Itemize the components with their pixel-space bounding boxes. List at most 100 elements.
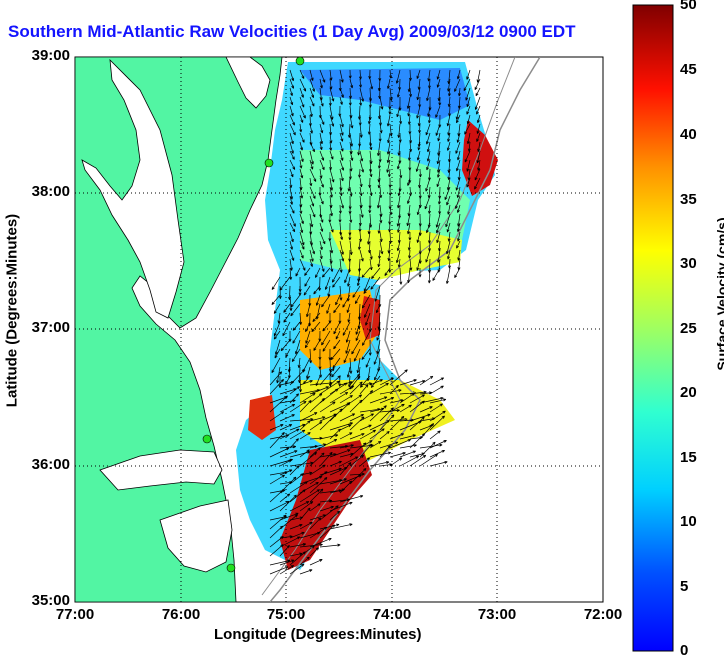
velocity-arrow (387, 132, 391, 144)
velocity-arrow (309, 87, 315, 98)
velocity-arrow (289, 87, 293, 97)
velocity-arrow (289, 551, 306, 566)
velocity-arrow (277, 312, 281, 324)
velocity-arrow (386, 114, 391, 127)
velocity-arrow (389, 403, 405, 413)
velocity-arrow (359, 204, 364, 218)
velocity-arrow (289, 294, 293, 311)
velocity-arrow (379, 377, 394, 386)
velocity-arrow (309, 421, 323, 431)
velocity-arrow (355, 321, 361, 335)
velocity-arrow (289, 96, 294, 106)
velocity-arrow (339, 385, 355, 395)
velocity-arrow (477, 141, 481, 152)
velocity-arrow (342, 294, 351, 308)
velocity-arrow (299, 114, 304, 123)
velocity-arrow (466, 114, 471, 125)
x-tick-label: 77:00 (55, 606, 95, 623)
velocity-arrow (361, 348, 371, 360)
isobath-shelf (269, 57, 541, 602)
velocity-arrow (399, 404, 412, 413)
velocity-arrow (399, 434, 416, 440)
velocity-arrow (289, 423, 306, 431)
velocity-arrow (389, 204, 393, 215)
velocity-arrow (299, 222, 304, 233)
velocity-arrow (299, 521, 313, 530)
velocity-arrow (437, 132, 441, 142)
velocity-arrow (289, 195, 293, 205)
velocity-arrow (416, 231, 421, 243)
velocity-arrow (313, 285, 321, 295)
velocity-arrow (329, 449, 351, 458)
velocity-arrow (457, 87, 461, 97)
velocity-arrow (475, 87, 481, 97)
velocity-arrow (436, 78, 441, 88)
velocity-arrow (359, 231, 363, 242)
velocity-arrow (367, 231, 371, 245)
velocity-arrow (304, 339, 311, 349)
velocity-arrow (329, 392, 349, 404)
velocity-arrow (437, 168, 441, 178)
velocity-arrow (329, 168, 335, 183)
colorbar (632, 4, 674, 652)
velocity-arrow (329, 159, 333, 171)
velocity-arrow (289, 123, 296, 136)
velocity-arrow (309, 150, 314, 165)
velocity-arrow (339, 432, 353, 440)
velocity-arrow (299, 87, 304, 98)
velocity-arrow (329, 382, 348, 395)
velocity-arrow (279, 445, 297, 449)
velocity-arrow (349, 399, 363, 413)
velocity-arrow (379, 240, 384, 255)
velocity-arrow (377, 159, 381, 169)
velocity-arrow (359, 384, 369, 395)
velocity-arrow (384, 267, 391, 276)
velocity-arrow (408, 186, 412, 197)
velocity-arrow (359, 413, 374, 422)
velocity-arrow (368, 204, 372, 214)
velocity-arrow (437, 240, 441, 252)
velocity-arrow (407, 267, 411, 284)
velocity-arrow (426, 87, 431, 102)
velocity-arrow (379, 431, 390, 440)
velocity-arrow (289, 186, 294, 200)
velocity-arrow (386, 150, 391, 164)
velocity-arrow (322, 321, 331, 332)
velocity-arrow (406, 96, 411, 109)
velocity-arrow (364, 303, 371, 318)
velocity-arrow (299, 489, 320, 503)
velocity-arrow (359, 87, 365, 102)
velocity-arrow (279, 469, 293, 476)
velocity-arrow (299, 186, 304, 199)
velocity-arrow (465, 87, 471, 101)
velocity-arrow (309, 503, 321, 512)
pamlico-sound (159, 499, 233, 573)
velocity-arrow (407, 204, 411, 217)
velocity-arrow (299, 380, 313, 386)
velocity-arrow (464, 123, 471, 135)
velocity-arrow (456, 132, 461, 143)
velocity-arrow (369, 379, 383, 386)
velocity-arrow (329, 222, 334, 233)
velocity-arrow (378, 132, 382, 142)
velocity-arrow (332, 357, 341, 369)
velocity-arrow (396, 105, 401, 118)
velocity-arrow (289, 473, 305, 485)
velocity-arrow (409, 394, 425, 404)
velocity-arrow (326, 303, 331, 314)
velocity-arrow (407, 195, 411, 204)
velocity-arrow (436, 231, 441, 244)
velocity-arrow (376, 195, 381, 209)
velocity-arrow (409, 413, 431, 422)
station-marker (264, 158, 274, 168)
velocity-arrow (456, 204, 461, 213)
velocity-arrow (339, 240, 344, 255)
velocity-arrow (292, 321, 301, 331)
velocity-arrow (329, 258, 334, 272)
velocity-arrow (435, 213, 441, 228)
velocity-arrow (321, 267, 331, 278)
velocity-arrow (269, 566, 289, 575)
velocity-arrow (352, 285, 361, 298)
velocity-arrow (309, 547, 320, 557)
colorbar-label: Surface Velocity (cm/s) (714, 217, 724, 371)
